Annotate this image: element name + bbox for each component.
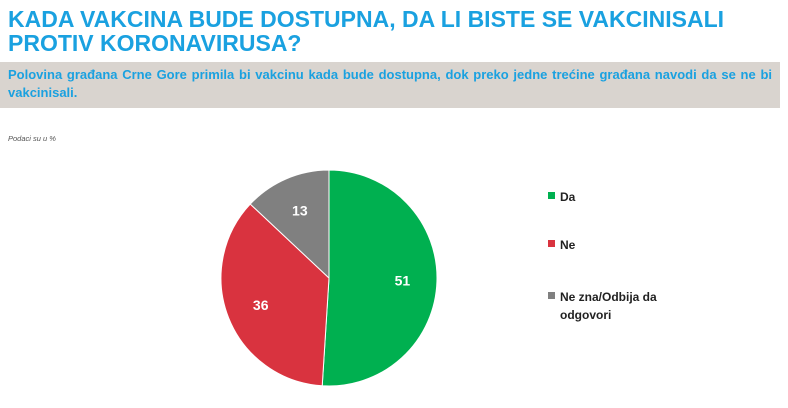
- chart-subtitle: Polovina građana Crne Gore primila bi va…: [8, 67, 772, 100]
- legend-swatch-ne-zna: [548, 292, 555, 299]
- pie-data-labels: 51 36 13: [253, 203, 410, 313]
- units-note: Podaci su u %: [8, 134, 56, 143]
- legend-item-da: Da: [548, 188, 690, 206]
- pie-slice-ne-zna: [249, 169, 330, 280]
- chart-title: KADA VAKCINA BUDE DOSTUPNA, DA LI BISTE …: [8, 6, 725, 56]
- legend-swatch-ne: [548, 240, 555, 247]
- data-label-da: 51: [395, 272, 411, 288]
- pie-slice-da: [321, 169, 438, 387]
- legend-swatch-da: [548, 192, 555, 199]
- pie-slices: [220, 169, 438, 387]
- legend-label-ne: Ne: [560, 238, 576, 252]
- subtitle-box: Polovina građana Crne Gore primila bi va…: [0, 62, 780, 108]
- legend-item-ne-zna: Ne zna/Odbija da odgovori: [548, 288, 690, 324]
- data-label-ne-zna: 13: [292, 203, 308, 219]
- legend-item-ne: Ne: [548, 236, 690, 254]
- pie-slice-ne: [220, 203, 330, 387]
- legend-label-ne-zna: Ne zna/Odbija da odgovori: [560, 290, 657, 322]
- data-label-ne: 36: [253, 297, 269, 313]
- legend-label-da: Da: [560, 190, 576, 204]
